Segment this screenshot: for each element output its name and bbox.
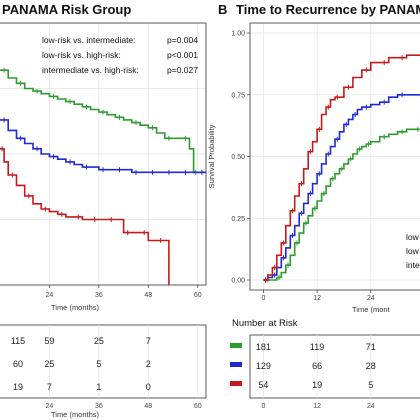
panel-a-x-tick-label: 60 <box>194 292 202 299</box>
panel-a-annotation-label: low-risk vs. high-risk: <box>42 50 121 60</box>
panel-b-risk-value: 28 <box>366 361 376 371</box>
panel-b-y-tick-label: 1.00 <box>231 31 245 38</box>
panel-b-x-tick-label: 0 <box>261 295 265 302</box>
panel-a-frame <box>0 22 207 286</box>
panel-b-annotation: inte <box>406 260 420 270</box>
panel-b-title: Time to Recurrence by PANAMA <box>236 2 420 17</box>
panel-b-x-axis-label: Time (mont <box>352 305 391 314</box>
panel-a-series-line-2 <box>0 148 170 285</box>
panel-b-x-tick-label: 24 <box>367 295 375 302</box>
panel-a-risk-x-tick-label: 24 <box>46 403 54 410</box>
panel-b-x-tick-label: 12 <box>313 295 321 302</box>
panel-a-annotation-pvalue: p<0.001 <box>167 50 198 60</box>
panel-a-risk-value: 7 <box>146 336 151 346</box>
panel-a-risk-table-frame <box>0 324 207 399</box>
panel-b-y-tick-label: 0.25 <box>231 216 245 223</box>
panel-a-risk-value: 60 <box>13 359 23 369</box>
panel-b-risk-value: 54 <box>258 380 268 390</box>
panel-a-x-axis-label: Time (months) <box>51 303 100 312</box>
panel-a-x-tick-label: 36 <box>95 292 103 299</box>
panel-b-risk-value: 19 <box>312 380 322 390</box>
panel-a-risk-value: 2 <box>146 359 151 369</box>
panel-a-series-line-0 <box>0 69 206 174</box>
panel-b-label: B <box>218 2 227 17</box>
panel-b-risk-value: 71 <box>366 342 376 352</box>
panel-a-risk-x-axis-label: Time (months) <box>51 410 100 419</box>
panel-b-risk-table-frame <box>249 334 420 399</box>
panel-b-y-tick-label: 0.75 <box>231 92 245 99</box>
panel-b-series-line-0 <box>263 128 420 281</box>
panel-a-risk-value: 25 <box>44 359 54 369</box>
panel-a-risk-value: 0 <box>146 382 151 392</box>
panel-b-risk-legend-swatch <box>230 343 242 348</box>
panel-a-risk-x-tick-label: 48 <box>144 403 152 410</box>
panel-b-risk-legend-swatch <box>230 362 242 367</box>
panel-b-risk-legend-swatch <box>230 381 242 386</box>
panel-b-risk-value: 5 <box>368 380 373 390</box>
panel-b-risk-value: 181 <box>256 342 271 352</box>
panel-a-risk-value: 7 <box>47 382 52 392</box>
panel-b-risk-x-tick-label: 12 <box>313 403 321 410</box>
panel-a-risk-value: 59 <box>44 336 54 346</box>
panel-b-risk-x-tick-label: 0 <box>261 403 265 410</box>
panel-b-risk-table-title: Number at Risk <box>232 318 298 329</box>
panel-a-annotation-label: intermediate vs. high-risk: <box>42 65 139 75</box>
panel-a-title: PANAMA Risk Group <box>2 2 131 17</box>
panel-b-y-tick-label: 0.00 <box>231 278 245 285</box>
panel-b-risk-value: 119 <box>310 342 324 352</box>
panel-a-annotation-pvalue: p=0.004 <box>167 35 198 45</box>
panel-b-annotation: low <box>406 232 420 242</box>
panel-a-risk-x-tick-label: 36 <box>95 403 103 410</box>
panel-a-risk-value: 1 <box>96 382 101 392</box>
panel-a-risk-x-tick-label: 60 <box>194 403 202 410</box>
panel-a-risk-value: 115 <box>11 336 25 346</box>
panel-a-annotation-label: low-risk vs. intermediate: <box>42 35 136 45</box>
panel-b-y-tick-label: 0.50 <box>231 154 245 161</box>
panel-b-annotation: low <box>406 246 420 256</box>
panel-a-x-tick-label: 48 <box>144 292 152 299</box>
panel-a-annotation-pvalue: p=0.027 <box>167 65 198 75</box>
panel-a-risk-value: 25 <box>94 336 104 346</box>
panel-b-y-axis-label: Survival Probability <box>207 124 216 188</box>
panel-b-series-line-1 <box>263 94 420 281</box>
panel-a-x-tick-label: 24 <box>46 292 54 299</box>
panel-a-series-line-1 <box>0 119 206 174</box>
panel-b-risk-value: 66 <box>312 361 322 371</box>
panel-b-risk-value: 129 <box>256 361 271 371</box>
panel-b-risk-x-tick-label: 24 <box>367 403 375 410</box>
panel-a-risk-value: 19 <box>13 382 23 392</box>
panel-b-series-line-2 <box>263 54 420 281</box>
panel-a-risk-value: 5 <box>96 359 101 369</box>
